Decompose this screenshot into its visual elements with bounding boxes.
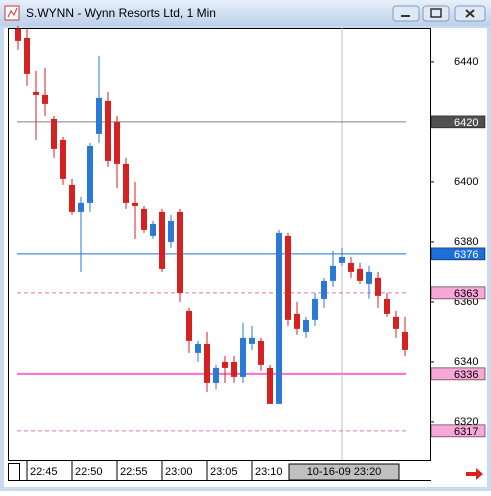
y-tick-label: 6400 [454, 176, 478, 188]
price-tag-label: 6420 [454, 117, 478, 129]
candle-body [312, 298, 318, 320]
price-tag-label: 6376 [454, 249, 478, 261]
price-tag [430, 247, 486, 261]
candle-body [231, 361, 237, 377]
price-tag [430, 115, 486, 129]
candle-body [69, 184, 75, 212]
price-tag-label: 6336 [454, 369, 478, 381]
candle-body [141, 208, 147, 230]
candle-body [123, 163, 129, 203]
close-glyph [465, 9, 475, 18]
y-tick-label: 6340 [454, 356, 478, 368]
shift-arrow[interactable] [466, 468, 483, 480]
candle-body [168, 220, 174, 242]
x-tick-label: 22:50 [75, 466, 103, 478]
candle-body [276, 232, 282, 404]
candle-body [294, 313, 300, 329]
window-title: S.WYNN - Wynn Resorts Ltd, 1 Min [26, 6, 216, 20]
candle-body [213, 367, 219, 383]
price-tag-label: 6317 [454, 426, 478, 438]
crosshair-time-label: 10-16-09 23:20 [307, 466, 382, 478]
chart-background [4, 28, 487, 487]
candle-body [195, 343, 201, 353]
candle-body [321, 280, 327, 299]
candle-body [303, 319, 309, 332]
x-tick-label: 23:00 [165, 466, 193, 478]
candle-body [222, 361, 228, 368]
x-tick-label: 23:05 [210, 466, 238, 478]
candle-body [78, 202, 84, 212]
candle-body [105, 100, 111, 161]
candle-body [393, 316, 399, 329]
x-tick-label: 22:55 [120, 466, 148, 478]
candle-body [87, 145, 93, 203]
y-tick-label: 6440 [454, 56, 478, 68]
candle-body [24, 37, 30, 74]
candle-body [384, 298, 390, 314]
candle-body [285, 235, 291, 320]
minimize-glyph [401, 15, 410, 17]
candle-body [177, 211, 183, 293]
maximize-glyph [430, 8, 442, 18]
candle-body [339, 256, 345, 263]
candle-body [114, 121, 120, 164]
minimize-button[interactable] [392, 5, 420, 22]
price-tag [430, 424, 486, 438]
candle-body [132, 202, 138, 206]
candle-body [33, 91, 39, 95]
candle-body [366, 271, 372, 284]
candle-body [42, 94, 48, 104]
candle-body [240, 337, 246, 377]
window-icon-glyph [7, 7, 18, 18]
scroll-box [8, 463, 20, 481]
candle-body [357, 268, 363, 281]
price-tag-label: 6363 [454, 288, 478, 300]
crosshair-time-tag [288, 463, 400, 481]
candle-body [267, 367, 273, 404]
candle-body [249, 337, 255, 344]
candle-body [330, 265, 336, 281]
y-tick-label: 6380 [454, 236, 478, 248]
candle-body [159, 211, 165, 269]
candle-body [258, 340, 264, 365]
price-tag [430, 367, 486, 381]
price-tag [430, 286, 486, 300]
candle-body [375, 277, 381, 296]
x-tick-label: 23:10 [255, 466, 283, 478]
candle-body [96, 97, 102, 134]
candle-body [150, 223, 156, 236]
candle-body [348, 262, 354, 272]
x-tick-label: 22:45 [30, 466, 58, 478]
candle-body [204, 343, 210, 383]
maximize-button[interactable] [422, 5, 450, 22]
candle-body [60, 139, 66, 179]
candle-body [51, 118, 57, 149]
plot-frame [8, 28, 431, 461]
candle-body [15, 28, 21, 41]
candle-body [402, 331, 408, 350]
candle-body [186, 310, 192, 341]
